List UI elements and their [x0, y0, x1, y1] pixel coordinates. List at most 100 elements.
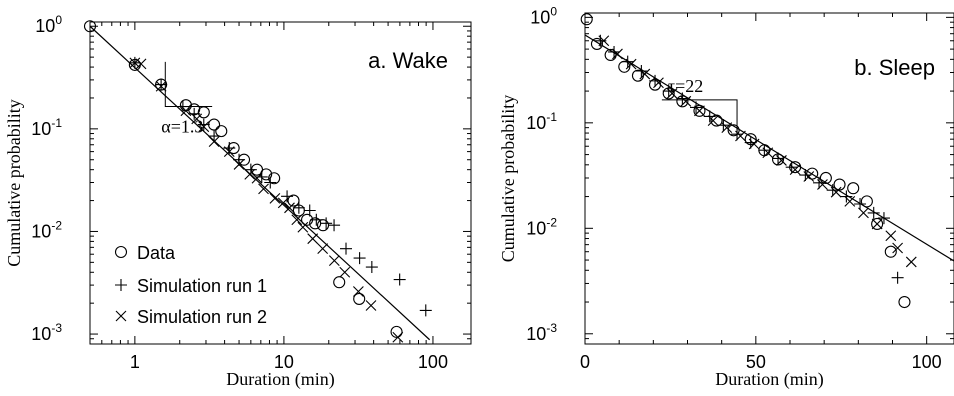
data-point-cross	[365, 300, 377, 311]
data-point-plus	[310, 213, 323, 226]
data-point-cross	[680, 95, 692, 107]
legend-label: Simulation run 1	[137, 276, 267, 296]
data-point-cross	[269, 193, 281, 204]
fit-line	[89, 25, 431, 341]
x-tick-label: 50	[746, 352, 766, 372]
data-point-circle	[693, 104, 706, 117]
data-point-plus	[208, 130, 221, 143]
data-point-cross	[666, 88, 678, 99]
data-point-circle	[727, 124, 740, 137]
data-point-circle	[390, 325, 403, 338]
data-point-cross	[892, 242, 904, 254]
data-point-circle	[333, 276, 346, 289]
y-tick-exponent: 0	[55, 13, 62, 27]
data-point-circle	[871, 217, 884, 230]
data-point-cross	[198, 121, 210, 133]
legend-marker-cross	[115, 310, 127, 322]
data-point-cross	[328, 255, 340, 266]
y-axis-label: Cumulative probability	[4, 99, 24, 266]
y-tick-base: 10	[526, 218, 546, 238]
data-point-plus	[799, 169, 812, 182]
data-point-circle	[860, 195, 873, 208]
data-point-cross	[352, 286, 364, 297]
y-tick-label: 10-3	[526, 321, 557, 344]
y-tick-exponent: -3	[51, 321, 62, 335]
data-point-plus	[393, 273, 406, 286]
data-point-plus	[662, 85, 675, 98]
y-tick-exponent: -1	[51, 116, 62, 130]
data-point-cross	[284, 202, 295, 214]
data-point-cross	[251, 172, 263, 184]
data-point-cross	[858, 207, 869, 219]
data-point-plus	[264, 176, 277, 189]
y-tick-label: 10-1	[526, 110, 557, 133]
data-point-circle	[847, 182, 860, 195]
data-point-plus	[813, 176, 826, 189]
series-cross	[598, 35, 917, 268]
legend-marker-circle	[114, 245, 128, 259]
data-point-cross	[885, 230, 897, 242]
data-point-circle	[316, 219, 330, 232]
data-point-cross	[277, 197, 289, 209]
data-point-plus	[840, 190, 853, 203]
data-point-circle	[710, 114, 723, 127]
data-point-plus	[608, 45, 621, 58]
data-point-cross	[776, 155, 787, 166]
panel-label: b. Sleep	[854, 55, 935, 80]
series-plus	[128, 56, 432, 317]
data-point-plus	[328, 219, 341, 232]
plot-frame	[584, 12, 954, 345]
series-circle	[580, 13, 911, 309]
data-point-plus	[891, 271, 904, 284]
data-point-cross	[291, 214, 303, 226]
data-point-circle	[833, 178, 846, 191]
data-point-cross	[653, 77, 664, 89]
data-point-plus	[854, 198, 867, 211]
data-point-cross	[735, 130, 746, 142]
data-point-circle	[590, 37, 604, 50]
x-tick-label: 0	[580, 352, 590, 372]
annotation-label: τ=22	[668, 76, 703, 96]
data-point-plus	[772, 152, 785, 165]
data-point-plus	[649, 74, 662, 87]
data-point-plus	[365, 261, 378, 274]
annotation-label: α=1.3	[161, 117, 203, 137]
data-point-circle	[287, 194, 300, 207]
y-tick-label: 10-2	[31, 218, 62, 241]
y-tick-base: 10	[35, 16, 55, 36]
y-tick-exponent: -2	[51, 218, 62, 232]
legend-marker-plus	[115, 279, 127, 291]
data-point-cross	[244, 168, 256, 180]
y-tick-label: 100	[35, 13, 62, 36]
data-point-plus	[877, 212, 890, 225]
data-point-circle	[208, 118, 221, 131]
data-point-plus	[785, 161, 798, 174]
y-tick-exponent: -1	[546, 110, 557, 124]
data-point-plus	[744, 136, 757, 149]
data-point-cross	[612, 48, 623, 60]
data-point-circle	[268, 172, 281, 185]
x-tick-label: 1	[130, 352, 140, 372]
y-tick-exponent: -2	[546, 215, 557, 229]
data-point-plus	[303, 204, 316, 217]
y-tick-exponent: 0	[550, 4, 557, 18]
y-tick-base: 10	[526, 324, 546, 344]
data-point-cross	[339, 266, 351, 278]
annotation-bracket	[164, 61, 213, 108]
data-point-cross	[844, 195, 856, 207]
y-tick-exponent: -3	[546, 321, 557, 335]
data-point-cross	[707, 115, 719, 126]
data-point-circle	[83, 20, 97, 33]
data-point-cross	[135, 58, 147, 70]
data-point-cross	[871, 218, 883, 230]
panel-label: a. Wake	[368, 48, 448, 73]
data-point-cross	[297, 221, 309, 233]
data-point-circle	[898, 295, 911, 309]
data-point-plus	[867, 206, 880, 219]
data-point-circle	[884, 245, 897, 258]
y-tick-base: 10	[31, 119, 51, 139]
legend-label: Simulation run 2	[137, 307, 267, 327]
